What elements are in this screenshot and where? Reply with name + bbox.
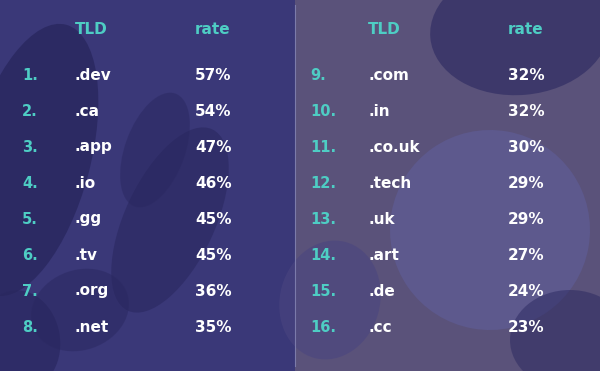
Text: 46%: 46%	[195, 175, 232, 190]
Text: 6.: 6.	[22, 247, 38, 263]
Text: 7.: 7.	[22, 283, 38, 299]
Text: .io: .io	[75, 175, 96, 190]
Text: TLD: TLD	[75, 23, 108, 37]
Text: rate: rate	[508, 23, 544, 37]
Text: 3.: 3.	[22, 139, 38, 154]
Text: 29%: 29%	[508, 175, 545, 190]
Text: .tech: .tech	[368, 175, 411, 190]
Text: 27%: 27%	[508, 247, 545, 263]
Text: 32%: 32%	[508, 68, 545, 82]
Text: 45%: 45%	[195, 247, 232, 263]
Text: 9.: 9.	[310, 68, 326, 82]
Bar	[295, 0, 600, 371]
Text: 29%: 29%	[508, 211, 545, 227]
Text: 8.: 8.	[22, 319, 38, 335]
Text: 47%: 47%	[195, 139, 232, 154]
Text: 13.: 13.	[310, 211, 336, 227]
Ellipse shape	[0, 24, 98, 296]
Text: 23%: 23%	[508, 319, 545, 335]
Text: 16.: 16.	[310, 319, 336, 335]
Ellipse shape	[120, 93, 190, 207]
Text: .ca: .ca	[75, 104, 100, 118]
Ellipse shape	[0, 290, 61, 371]
Text: 12.: 12.	[310, 175, 336, 190]
Ellipse shape	[279, 241, 381, 359]
Text: .in: .in	[368, 104, 389, 118]
Text: .net: .net	[75, 319, 109, 335]
Text: 32%: 32%	[508, 104, 545, 118]
Text: 11.: 11.	[310, 139, 336, 154]
Text: .co.uk: .co.uk	[368, 139, 419, 154]
Text: 10.: 10.	[310, 104, 336, 118]
Text: 54%: 54%	[195, 104, 232, 118]
Text: .gg: .gg	[75, 211, 102, 227]
Text: TLD: TLD	[368, 23, 401, 37]
Ellipse shape	[390, 130, 590, 330]
Ellipse shape	[111, 127, 229, 313]
Text: 5.: 5.	[22, 211, 38, 227]
Text: 2.: 2.	[22, 104, 38, 118]
Ellipse shape	[510, 290, 600, 371]
Text: 14.: 14.	[310, 247, 336, 263]
Ellipse shape	[430, 0, 600, 95]
Text: 57%: 57%	[195, 68, 232, 82]
Text: rate: rate	[195, 23, 230, 37]
Text: 35%: 35%	[195, 319, 232, 335]
Text: .de: .de	[368, 283, 395, 299]
Text: .uk: .uk	[368, 211, 395, 227]
Text: 24%: 24%	[508, 283, 545, 299]
Text: 45%: 45%	[195, 211, 232, 227]
Ellipse shape	[31, 269, 129, 351]
Text: 30%: 30%	[508, 139, 545, 154]
Text: 15.: 15.	[310, 283, 336, 299]
Text: .app: .app	[75, 139, 113, 154]
Text: .cc: .cc	[368, 319, 392, 335]
Text: 1.: 1.	[22, 68, 38, 82]
Text: .dev: .dev	[75, 68, 112, 82]
Text: 36%: 36%	[195, 283, 232, 299]
Text: .org: .org	[75, 283, 109, 299]
Text: 4.: 4.	[22, 175, 38, 190]
Text: .com: .com	[368, 68, 409, 82]
Text: .tv: .tv	[75, 247, 98, 263]
Text: .art: .art	[368, 247, 399, 263]
